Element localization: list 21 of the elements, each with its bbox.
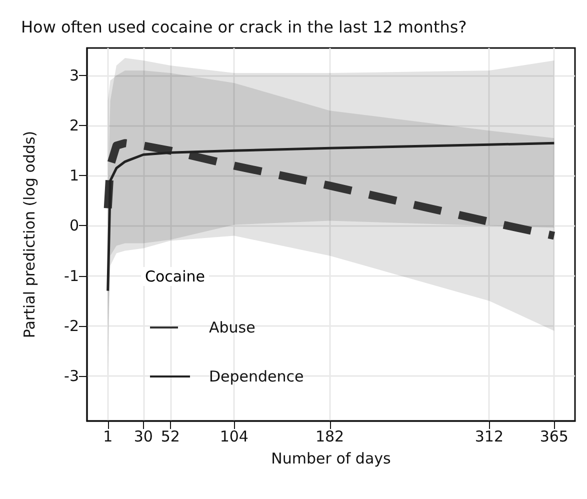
- x-axis-title: Number of days: [271, 450, 392, 468]
- y-tick-label: 1: [69, 166, 79, 185]
- x-tick-label: 1: [103, 428, 113, 446]
- y-tick-label: -1: [64, 266, 79, 285]
- legend-title: Cocaine: [145, 268, 205, 286]
- chart-title: How often used cocaine or crack in the last 12 months?: [21, 18, 467, 36]
- line-series: [106, 142, 556, 292]
- x-tick-label: 30: [134, 428, 153, 446]
- y-tick-label: -3: [64, 366, 79, 385]
- legend-label: Abuse: [209, 318, 256, 336]
- y-axis-title: Partial prediction (log odds): [20, 130, 38, 338]
- legend-label: Dependence: [209, 368, 304, 386]
- x-tick-label: 365: [540, 428, 568, 446]
- x-tick-label: 312: [474, 428, 504, 446]
- y-tick-label: 2: [69, 116, 79, 135]
- x-tick-label: 104: [220, 428, 248, 446]
- x-tick-label: 182: [315, 428, 344, 446]
- y-tick-label: 3: [69, 66, 79, 85]
- x-tick-label: 52: [160, 428, 180, 446]
- y-tick-label: 0: [69, 216, 79, 235]
- y-tick-label: -2: [64, 316, 79, 335]
